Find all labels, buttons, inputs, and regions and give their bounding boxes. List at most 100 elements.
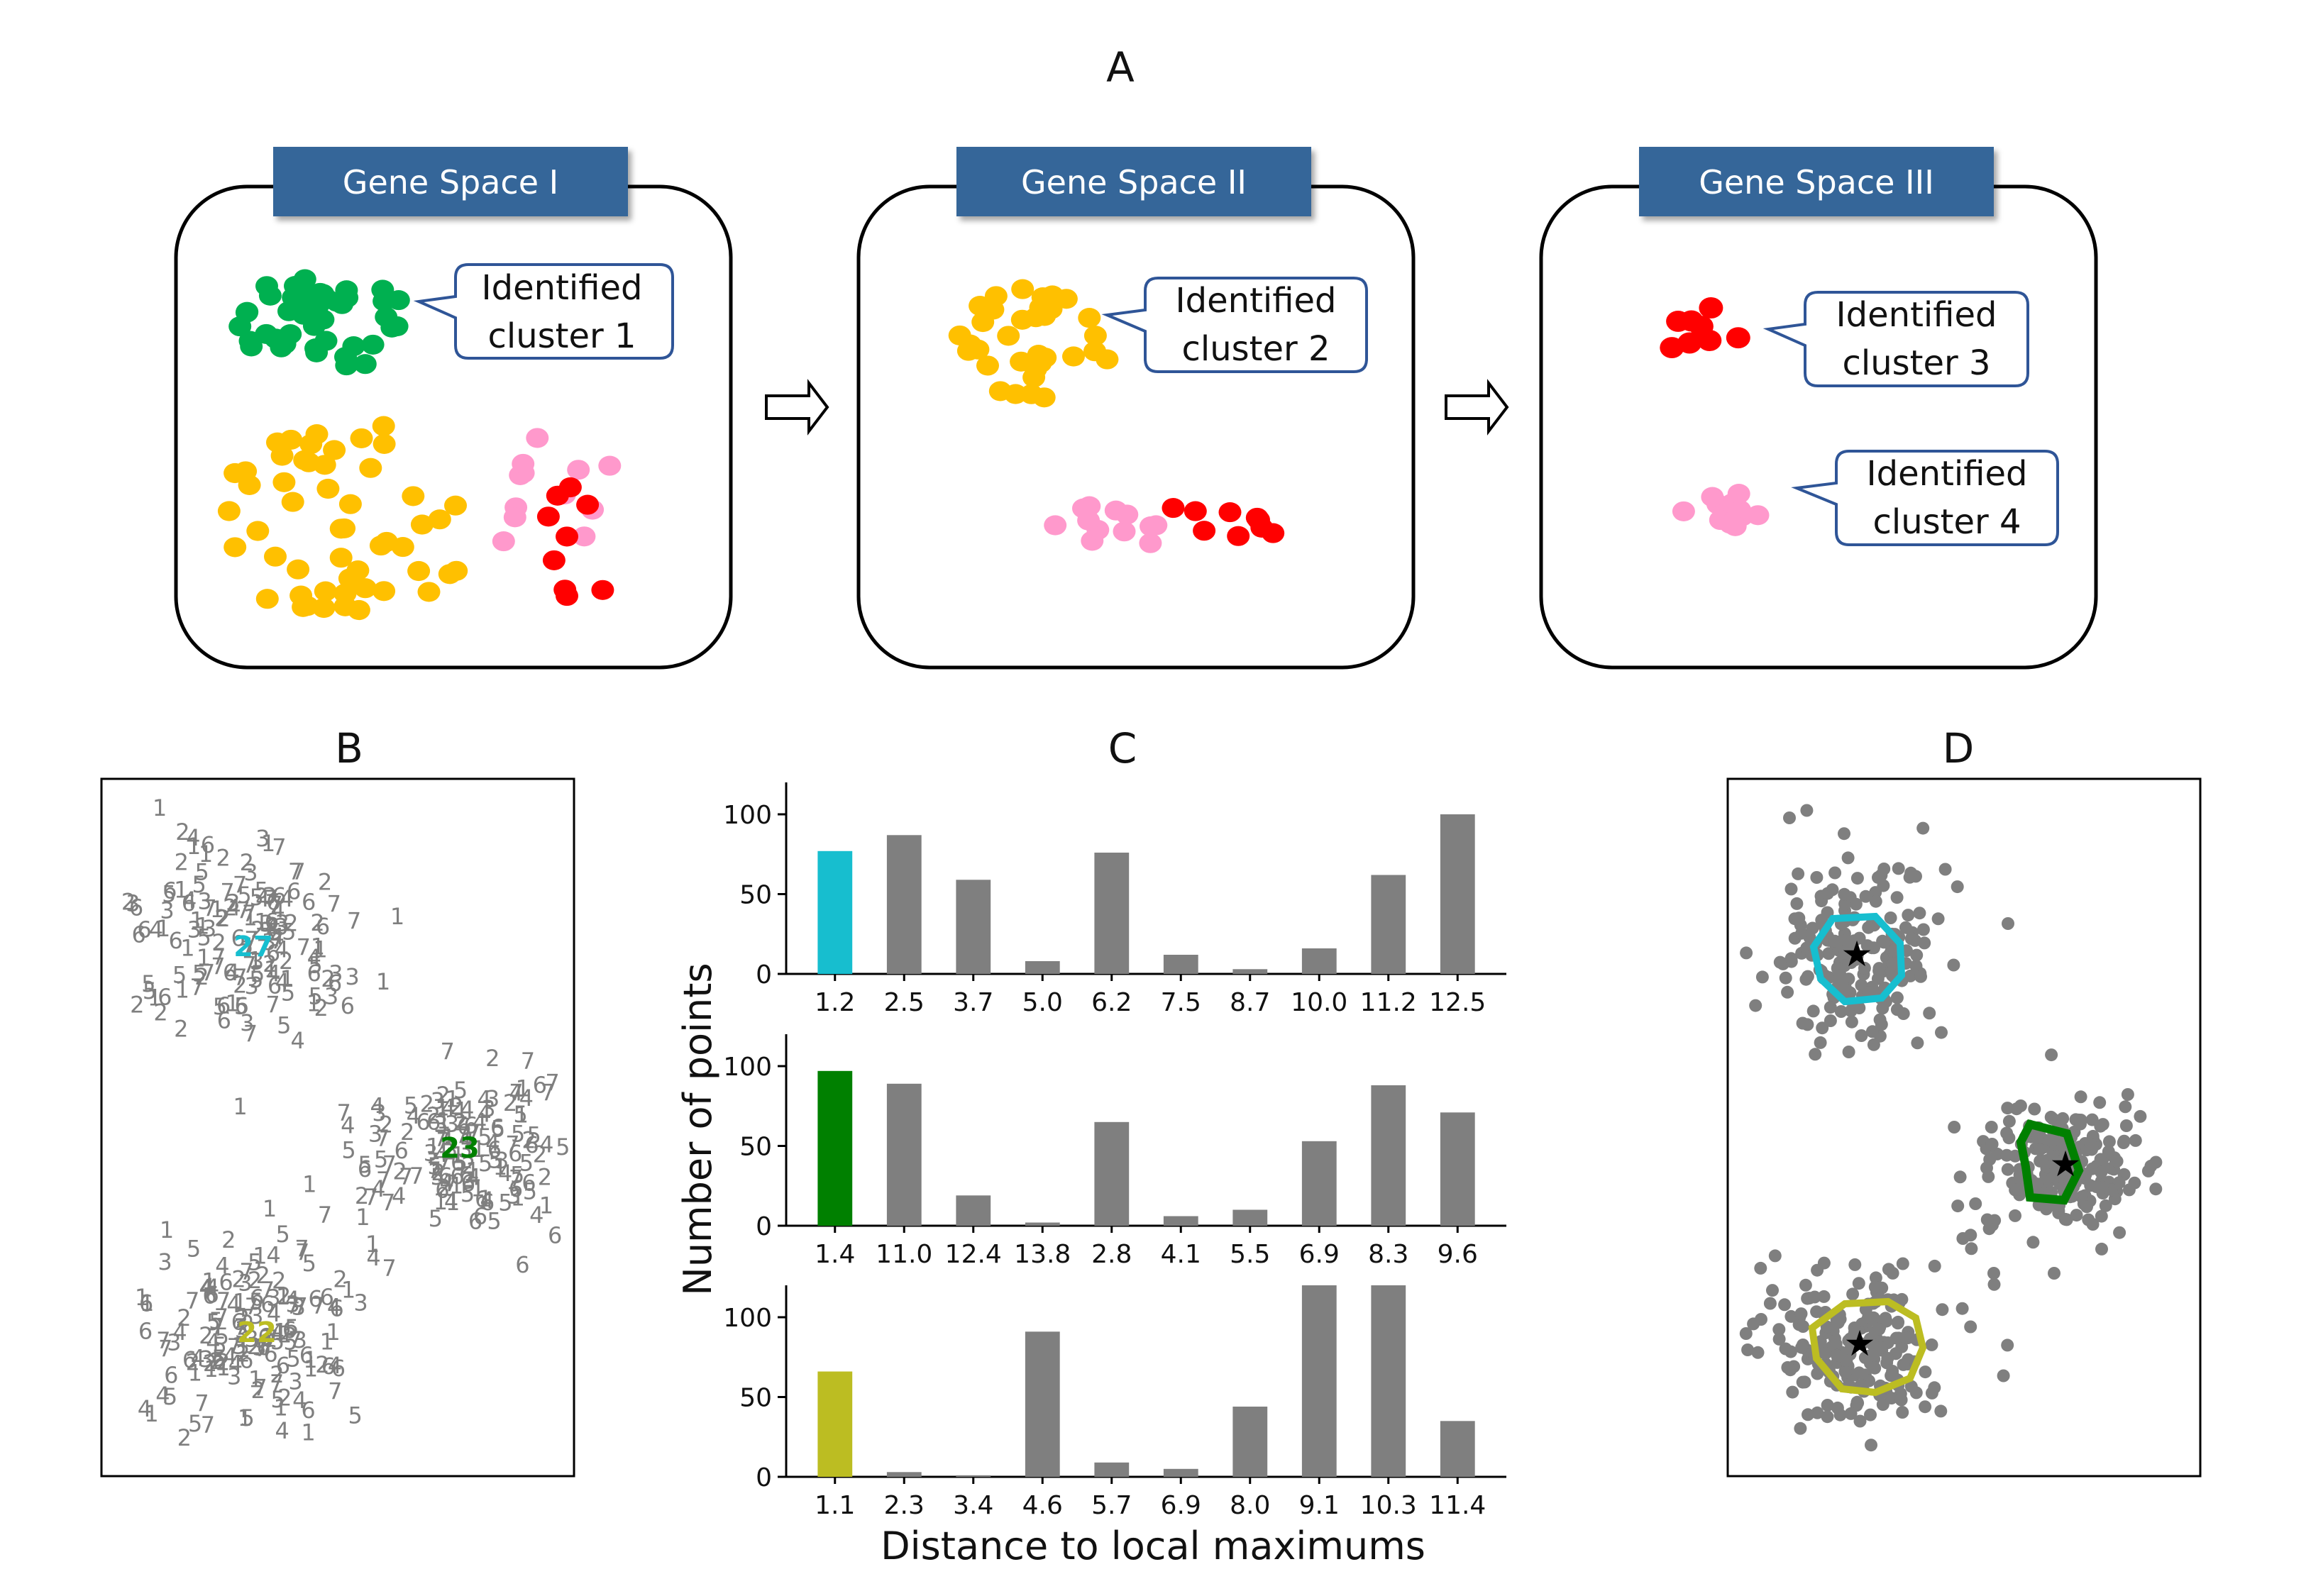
x-tick-label: 9.6 [1438, 1240, 1478, 1269]
gene-space-banner-1: Gene Space I [273, 147, 628, 216]
x-tick-label: 11.2 [1360, 988, 1417, 1017]
digit-point: 2 [175, 819, 189, 846]
digit-point: 5 [141, 970, 155, 997]
cluster-dot [385, 316, 409, 337]
panel-letter-b: B [335, 724, 363, 772]
digit-point: 6 [320, 1284, 334, 1311]
histogram-bar [1232, 1209, 1268, 1226]
digit-point: 6 [450, 1163, 464, 1190]
digit-point: 6 [219, 1269, 233, 1296]
digit-point: 6 [272, 882, 286, 909]
digit-point: 2 [174, 1016, 188, 1043]
digit-point: 7 [382, 1151, 397, 1178]
cluster-dot [1024, 359, 1047, 379]
scatter-point [1806, 1004, 1820, 1018]
digit-point: 3 [249, 1302, 263, 1329]
digit-point: 2 [256, 1262, 270, 1289]
cluster-hull-olive [1808, 1297, 1927, 1397]
digit-point: 4 [485, 1130, 500, 1157]
digit-point: 3 [266, 1284, 280, 1311]
digit-point: 1 [307, 990, 321, 1017]
scatter-point [1808, 1290, 1821, 1304]
scatter-point [1772, 1323, 1786, 1336]
scatter-point [1928, 1259, 1941, 1273]
cluster-dot [512, 453, 535, 474]
star-icon: ★ [1841, 933, 1873, 975]
digit-point: 4 [280, 885, 294, 912]
scatter-point [2001, 1102, 2014, 1115]
digit-point: 6 [331, 1355, 346, 1382]
digit-point: 5 [215, 1323, 229, 1350]
digit-point: 7 [185, 1287, 199, 1314]
digit-point: 4 [275, 1417, 289, 1444]
gene-space-dots [217, 269, 1770, 621]
scatter-point [1795, 1341, 1809, 1354]
digit-point: 5 [249, 966, 263, 993]
digit-point: 5 [195, 859, 209, 886]
digit-point: 6 [212, 1348, 226, 1375]
digit-point: 6 [231, 1309, 246, 1336]
scatter-point [1842, 1046, 1855, 1058]
digit-point: 5 [281, 979, 295, 1006]
digit-point: 6 [459, 1162, 473, 1189]
cluster-dot [296, 596, 319, 616]
digit-point: 6 [169, 927, 183, 954]
digit-point: 2 [314, 994, 329, 1021]
cluster-dot [428, 509, 451, 530]
digit-point: 1 [470, 1175, 485, 1202]
digit-point: 1 [254, 909, 268, 936]
cluster-dot [1011, 279, 1035, 299]
scatter-point [1948, 1121, 1961, 1134]
digit-point: 3 [507, 1182, 521, 1209]
digit-point: 1 [202, 1268, 216, 1295]
digit-point: 3 [431, 1087, 445, 1114]
cluster-dot [281, 492, 304, 512]
cluster-dot [316, 478, 340, 499]
digit-point: 3 [126, 890, 140, 917]
digit-point: 6 [533, 1071, 547, 1098]
digit-point: 4 [255, 885, 270, 912]
scatter-point [1918, 936, 1931, 950]
digit-point: 7 [381, 1189, 395, 1216]
digit-point: 6 [341, 992, 355, 1019]
digit-point: 1 [273, 1319, 287, 1346]
digit-point: 1 [253, 1242, 267, 1269]
x-tick-label: 1.2 [815, 988, 855, 1017]
cluster-dot [1719, 514, 1742, 534]
digit-point: 4 [509, 1080, 523, 1107]
cluster-dot [299, 434, 323, 455]
digit-point: 7 [233, 964, 247, 991]
scatter-point [2060, 1213, 2073, 1226]
scatter-point [2095, 1165, 2108, 1179]
scatter-point [1779, 971, 1792, 985]
scatter-point [1839, 1365, 1853, 1379]
digit-point: 7 [438, 1147, 452, 1174]
cluster-dot [373, 433, 396, 454]
x-tick-label: 11.4 [1429, 1491, 1486, 1520]
cluster-dot [224, 462, 247, 484]
scatter-point [1897, 1007, 1910, 1020]
callout-line-2: cluster 4 [1872, 502, 2021, 542]
digit-point: 7 [245, 1293, 259, 1320]
digit-point: 1 [311, 933, 325, 960]
digit-point: 7 [509, 1165, 523, 1192]
scatter-point [1773, 955, 1787, 969]
scatter-point [2012, 1182, 2026, 1196]
cluster-dot [536, 506, 560, 527]
scatter-point [1766, 1284, 1779, 1297]
digit-point: 4 [441, 1094, 456, 1121]
scatter-point [1969, 1197, 1982, 1210]
digit-point: 3 [187, 916, 202, 943]
gene-space-title-1: Gene Space I [343, 163, 558, 201]
digit-point: 7 [240, 936, 254, 963]
scatter-point [1848, 1258, 1862, 1271]
digit-point: 7 [236, 897, 250, 924]
cluster-dot [1701, 487, 1724, 507]
digit-point: 3 [286, 1290, 300, 1317]
cluster-dot [1666, 310, 1691, 332]
digit-point: 4 [270, 1319, 285, 1346]
digit-point: 7 [295, 1239, 309, 1266]
scatter-point [2149, 1182, 2163, 1196]
